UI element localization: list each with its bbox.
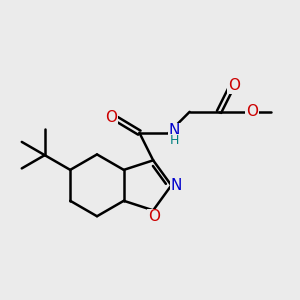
Text: O: O [246, 104, 258, 119]
Text: H: H [170, 134, 179, 147]
Text: O: O [228, 78, 240, 93]
Text: N: N [171, 178, 182, 193]
Text: N: N [169, 123, 180, 138]
Text: O: O [148, 209, 160, 224]
Text: O: O [105, 110, 117, 125]
